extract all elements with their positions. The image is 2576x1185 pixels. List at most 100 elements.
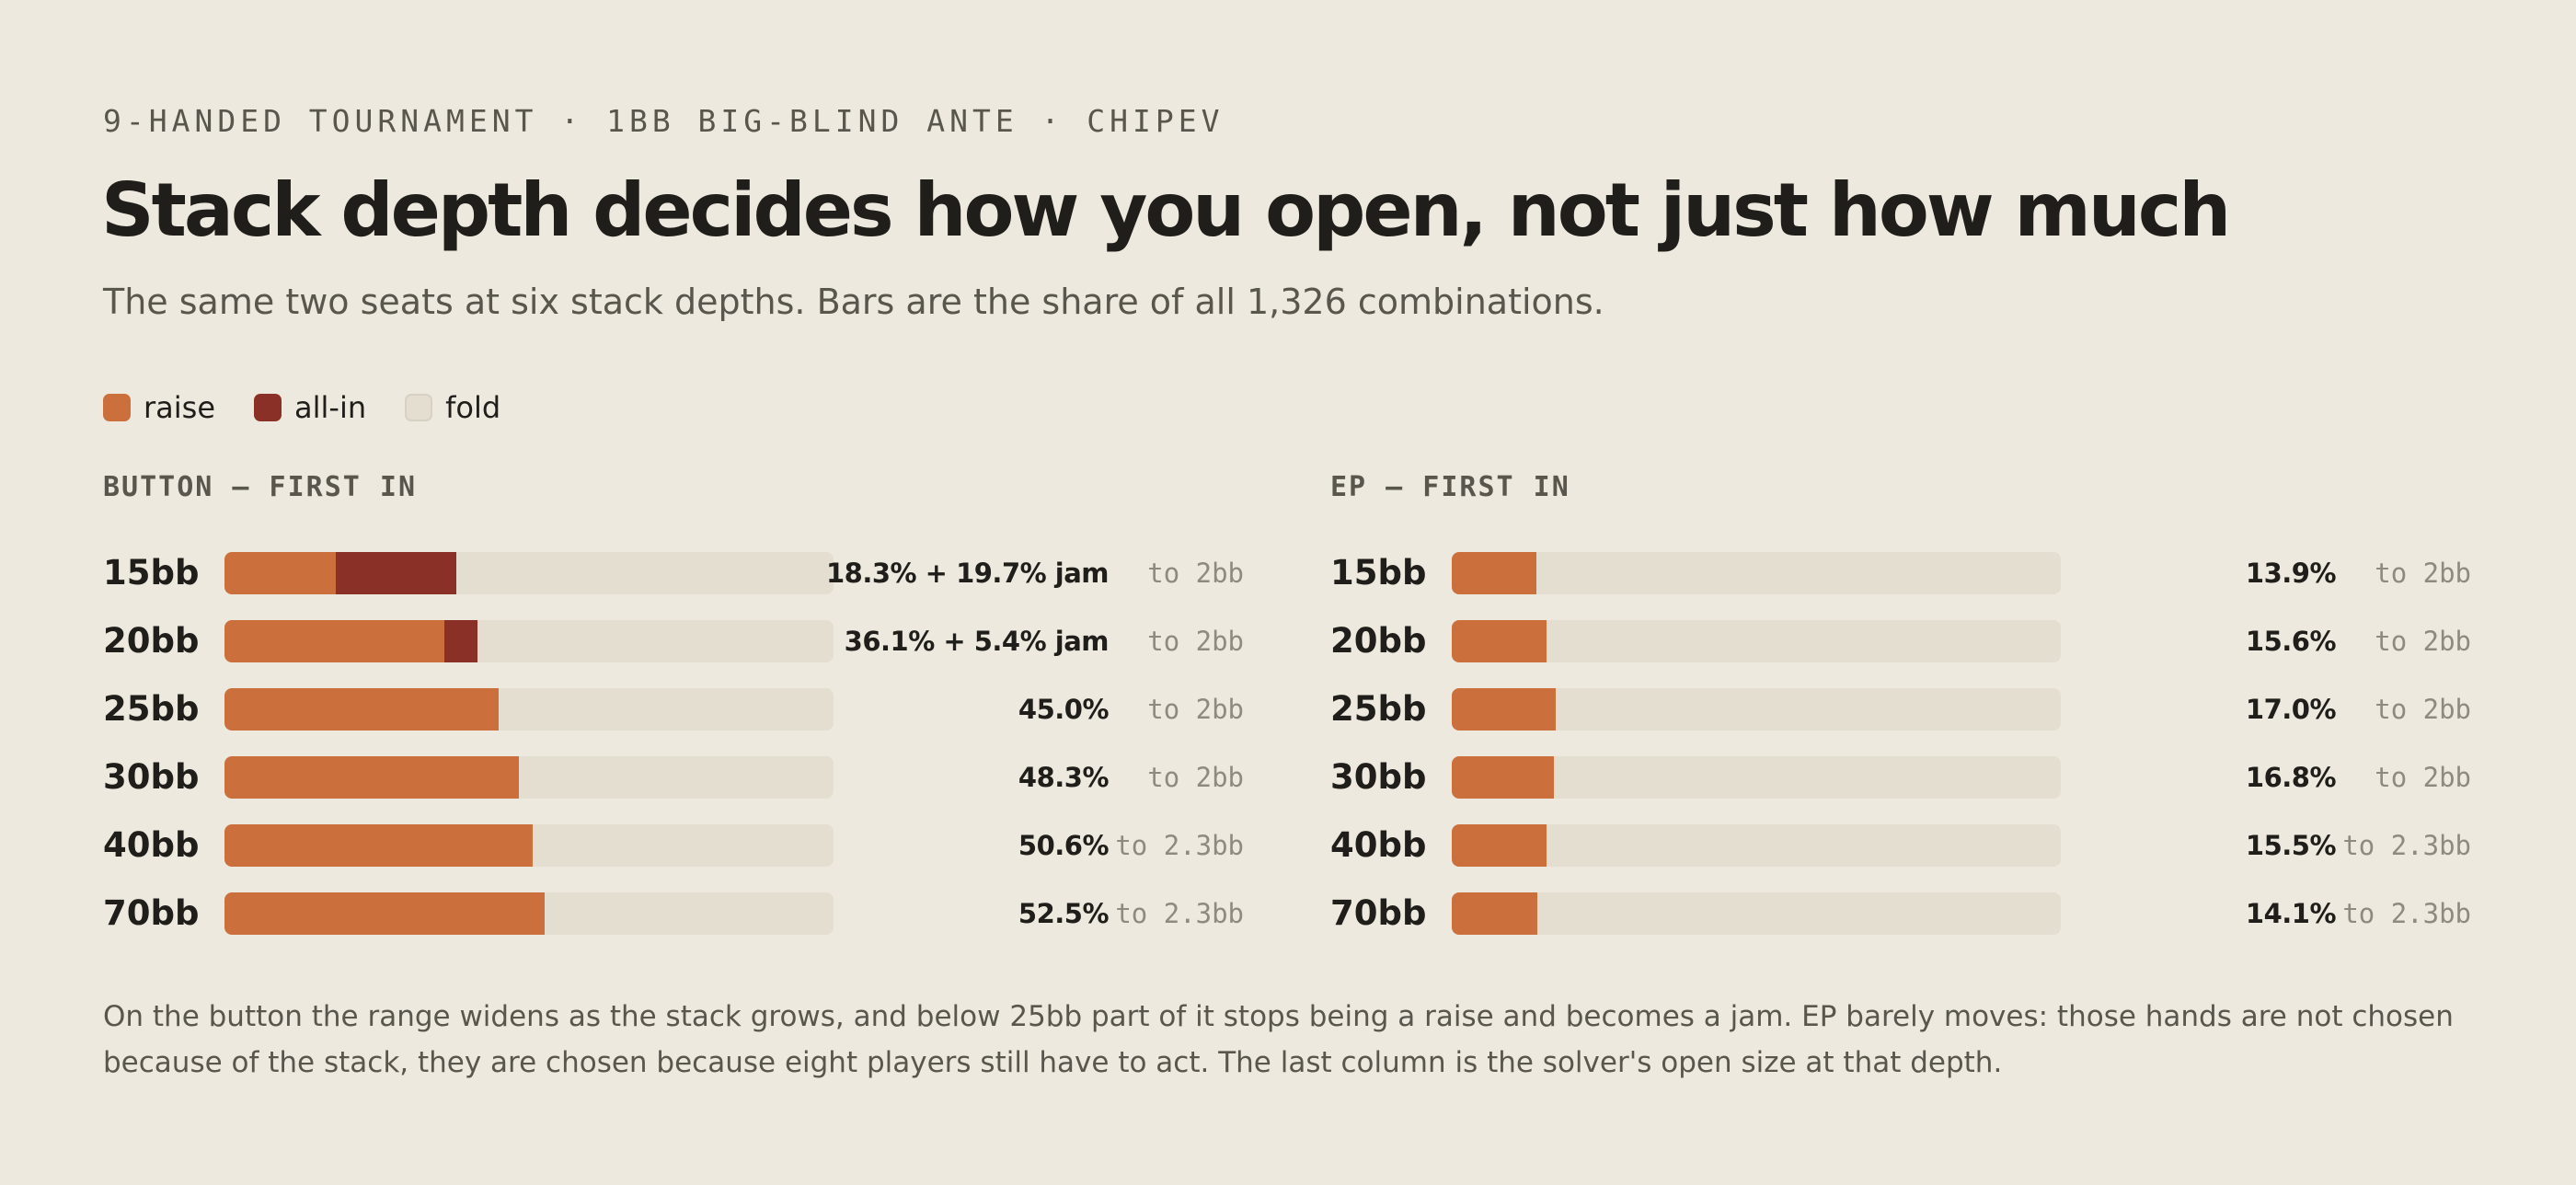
- open-size-label: to 2bb: [2375, 626, 2471, 657]
- bar-track: [1452, 756, 2061, 799]
- button-row: 15bb 18.3% + 19.7% jam to 2bb: [103, 550, 1244, 596]
- raise-bar: [224, 824, 533, 867]
- value-label: 16.8%: [2245, 762, 2337, 793]
- chart-subtitle: The same two seats at six stack depths. …: [103, 282, 1604, 322]
- button-row: 40bb 50.6% to 2.3bb: [103, 823, 1244, 869]
- value-label: 50.6%: [1018, 830, 1110, 861]
- stack-depth-label: 70bb: [1330, 893, 1427, 933]
- ep-panel: EP — FIRST IN 15bb 13.9% to 2bb 20bb 15.6% to…: [1330, 471, 2471, 949]
- legend: raise all-in fold: [103, 390, 500, 425]
- value-label: 36.1% + 5.4% jam: [844, 626, 1110, 657]
- footnote: On the button the range widens as the st…: [103, 1000, 2454, 1079]
- open-size-label: to 2bb: [1147, 694, 1244, 725]
- value-label: 52.5%: [1018, 898, 1110, 929]
- open-size-label: to 2bb: [1147, 762, 1244, 793]
- button-row: 25bb 45.0% to 2bb: [103, 686, 1244, 732]
- bar-track: [224, 688, 834, 731]
- fold-bar: [518, 756, 834, 799]
- legend-label-fold: fold: [445, 390, 501, 425]
- legend-label-all-in: all-in: [294, 390, 367, 425]
- button-row: 30bb 48.3% to 2bb: [103, 754, 1244, 800]
- all-in-bar: [443, 620, 477, 662]
- fold-bar: [498, 688, 834, 731]
- bar-track: [1452, 688, 2061, 731]
- value-label: 18.3% + 19.7% jam: [825, 558, 1110, 589]
- all-in-bar: [336, 552, 456, 594]
- value-label: 13.9%: [2245, 558, 2337, 589]
- ep-row: 15bb 13.9% to 2bb: [1330, 550, 2471, 596]
- bar-track: [224, 892, 834, 935]
- fold-bar: [1546, 824, 2061, 867]
- bar-track: [1452, 824, 2061, 867]
- stack-depth-label: 25bb: [1330, 689, 1427, 729]
- stack-depth-label: 20bb: [103, 621, 200, 661]
- open-size-label: to 2.3bb: [1115, 830, 1244, 861]
- bar-track: [224, 824, 834, 867]
- ep-panel-title: EP — FIRST IN: [1330, 471, 1570, 503]
- stack-depth-label: 30bb: [103, 757, 200, 797]
- stack-depth-label: 20bb: [1330, 621, 1427, 661]
- bar-track: [224, 620, 834, 662]
- legend-swatch-raise: [103, 394, 131, 421]
- fold-bar: [544, 892, 834, 935]
- stack-depth-label: 40bb: [1330, 825, 1427, 865]
- button-row: 70bb 52.5% to 2.3bb: [103, 891, 1244, 937]
- value-label: 45.0%: [1018, 694, 1110, 725]
- open-size-label: to 2.3bb: [1115, 898, 1244, 929]
- bar-track: [1452, 892, 2061, 935]
- value-label: 15.6%: [2245, 626, 2337, 657]
- raise-bar: [1452, 620, 1547, 662]
- raise-bar: [224, 756, 519, 799]
- value-label: 14.1%: [2245, 898, 2337, 929]
- ep-row: 30bb 16.8% to 2bb: [1330, 754, 2471, 800]
- open-size-label: to 2bb: [2375, 558, 2471, 589]
- fold-bar: [1554, 756, 2061, 799]
- legend-swatch-all-in: [254, 394, 282, 421]
- raise-bar: [224, 892, 545, 935]
- value-label: 48.3%: [1018, 762, 1110, 793]
- legend-swatch-fold: [405, 394, 433, 421]
- raise-bar: [224, 688, 499, 731]
- bar-track: [224, 552, 834, 594]
- value-label: 15.5%: [2245, 830, 2337, 861]
- stack-depth-label: 25bb: [103, 689, 200, 729]
- raise-bar: [1452, 552, 1537, 594]
- fold-bar: [477, 620, 834, 662]
- raise-bar: [1452, 892, 1538, 935]
- raise-bar: [1452, 756, 1555, 799]
- bar-track: [1452, 552, 2061, 594]
- ep-row: 70bb 14.1% to 2.3bb: [1330, 891, 2471, 937]
- fold-bar: [455, 552, 834, 594]
- fold-bar: [532, 824, 834, 867]
- fold-bar: [1537, 892, 2061, 935]
- legend-item-raise: raise: [103, 390, 215, 425]
- open-size-label: to 2bb: [1147, 626, 1244, 657]
- stack-depth-label: 70bb: [103, 893, 200, 933]
- ep-row: 25bb 17.0% to 2bb: [1330, 686, 2471, 732]
- raise-bar: [224, 620, 444, 662]
- raise-bar: [1452, 688, 1556, 731]
- stack-depth-label: 15bb: [103, 553, 200, 592]
- fold-bar: [1555, 688, 2061, 731]
- bar-track: [224, 756, 834, 799]
- open-size-label: to 2bb: [1147, 558, 1244, 589]
- button-panel-title: BUTTON — FIRST IN: [103, 471, 418, 503]
- stack-depth-label: 40bb: [103, 825, 200, 865]
- legend-item-fold: fold: [405, 390, 500, 425]
- open-size-label: to 2bb: [2375, 762, 2471, 793]
- open-size-label: to 2.3bb: [2342, 898, 2471, 929]
- stack-depth-label: 30bb: [1330, 757, 1427, 797]
- raise-bar: [224, 552, 337, 594]
- raise-bar: [1452, 824, 1547, 867]
- chart-title: Stack depth decides how you open, not ju…: [101, 167, 2231, 253]
- bar-track: [1452, 620, 2061, 662]
- open-size-label: to 2.3bb: [2342, 830, 2471, 861]
- fold-bar: [1536, 552, 2061, 594]
- ep-row: 40bb 15.5% to 2.3bb: [1330, 823, 2471, 869]
- legend-label-raise: raise: [144, 390, 216, 425]
- fold-bar: [1547, 620, 2061, 662]
- button-row: 20bb 36.1% + 5.4% jam to 2bb: [103, 618, 1244, 664]
- stack-depth-label: 15bb: [1330, 553, 1427, 592]
- value-label: 17.0%: [2245, 694, 2337, 725]
- chart-eyebrow: 9-HANDED TOURNAMENT · 1BB BIG-BLIND ANTE…: [103, 103, 1225, 139]
